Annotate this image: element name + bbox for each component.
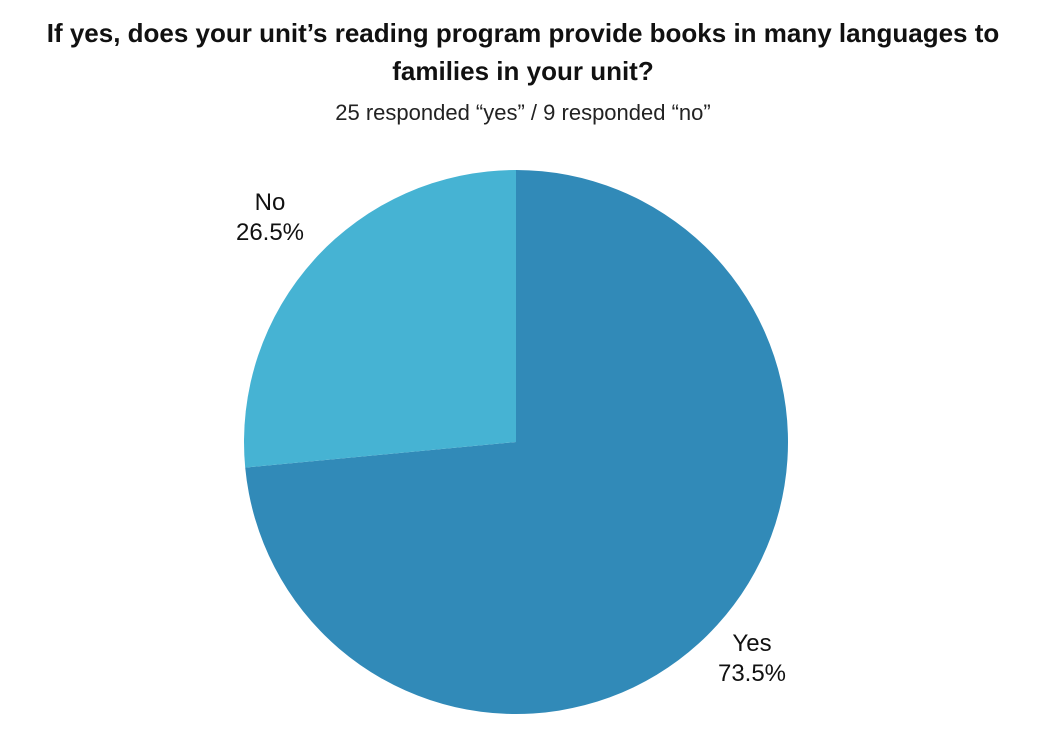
pie-slice-no <box>244 170 516 468</box>
slice-label-name: Yes <box>732 630 771 657</box>
pie-slice-yes <box>245 170 789 714</box>
pie-slices <box>244 170 789 714</box>
slice-label-no: No 26.5% <box>236 189 304 246</box>
pie-labels: Yes 73.5% No 26.5% <box>236 189 786 687</box>
slice-label-yes: Yes 73.5% <box>718 630 786 687</box>
chart-subtitle: 25 responded “yes” / 9 responded “no” <box>335 100 711 125</box>
chart-title-line-1: If yes, does your unit’s reading program… <box>46 18 1000 48</box>
slice-label-value: 73.5% <box>718 660 786 687</box>
chart-title: If yes, does your unit’s reading program… <box>0 14 1046 90</box>
slice-label-value: 26.5% <box>236 219 304 246</box>
slice-label-name: No <box>255 189 286 216</box>
chart-title-line-2: families in your unit? <box>392 56 654 86</box>
